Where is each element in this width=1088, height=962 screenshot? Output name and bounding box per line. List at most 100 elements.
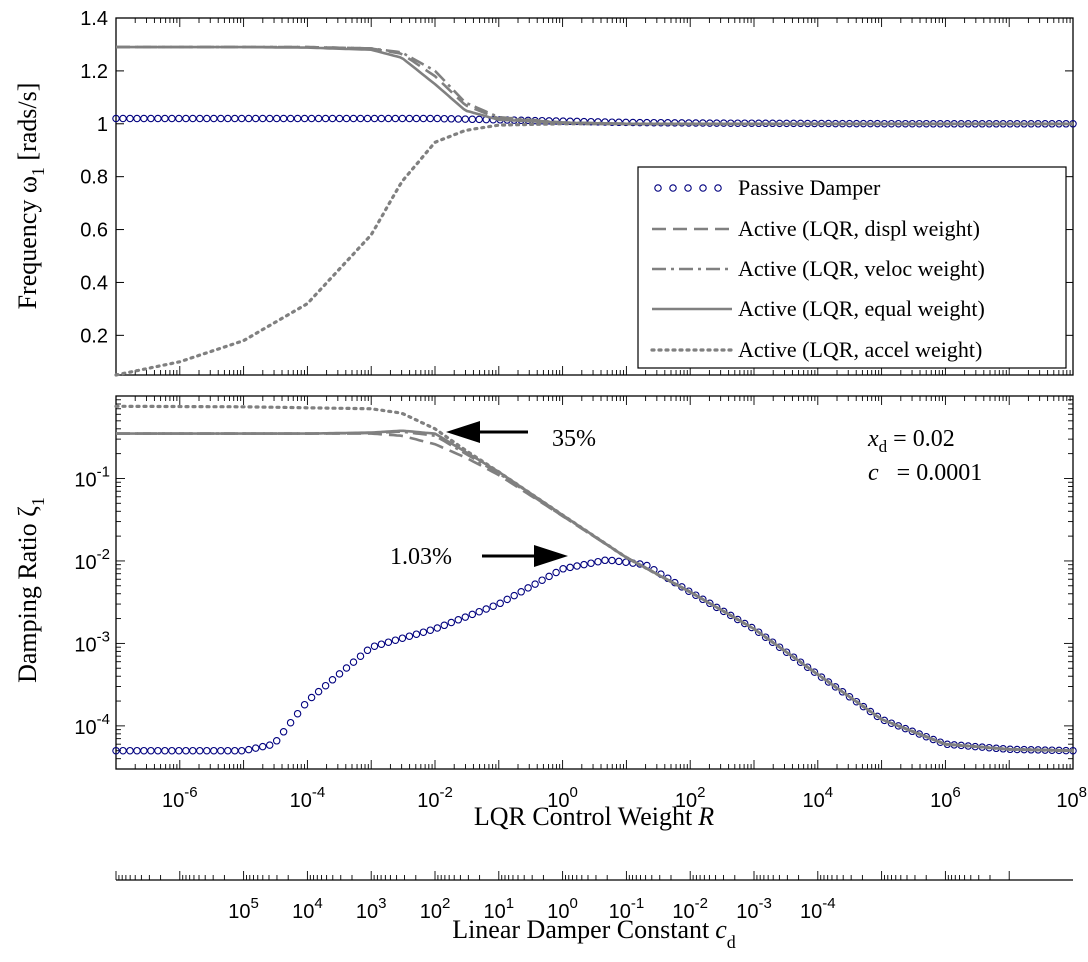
bottom-point [454,616,463,624]
top-point [279,114,288,123]
top-point [349,114,358,123]
secondary-tick-label: 105 [228,895,259,923]
top-point [210,114,218,123]
bottom-point [615,557,623,566]
bottom-point [231,746,239,755]
secondary-tick-label: 103 [356,895,387,923]
secondary-tick-label: 10-3 [736,895,772,923]
top-point [293,114,302,123]
bottom-ytick-label: 10-1 [74,463,110,491]
legend-sample-passive [654,184,662,192]
legend-box [637,166,1067,369]
bottom-point [789,653,798,661]
top-line-active-lqr-accel-weight [114,122,1075,377]
bottom-xlabel-var: R [697,802,714,831]
top-point [217,114,225,123]
bottom-point [168,746,176,755]
bottom-point [852,697,861,706]
bottom-point [475,607,483,616]
bottom-point [307,693,316,702]
secondary-tick-label: 10-4 [800,895,836,923]
top-ylabel: Frequency ω1 [rads/s] [13,83,48,310]
bottom-ylabel-sub: 1 [28,497,48,506]
bottom-point [468,610,477,619]
bottom-point [496,599,504,608]
bottom-point [845,693,854,701]
top-point [133,114,141,123]
bottom-point [622,558,630,566]
bottom-point [461,613,470,621]
top-line-active-lqr-veloc-weight [116,45,1073,126]
bottom-point [161,746,169,755]
top-point [140,114,148,123]
bottom-point [503,595,511,604]
bottom-point [217,746,225,755]
secondary-xlabel-text: Linear Damper Constant [452,915,710,944]
top-point [328,114,337,123]
bottom-xtick-label: 106 [930,784,961,812]
top-point [370,114,379,123]
bottom-ytick-label: 10-2 [74,546,110,574]
top-point [196,114,204,123]
top-ylabel-text: Frequency ω [13,176,42,309]
bottom-point [272,737,281,745]
bottom-point [587,559,595,567]
top-point [147,114,155,123]
bottom-point [237,746,246,755]
bottom-point [517,588,525,596]
top-point [265,114,274,123]
top-point [342,114,351,123]
bottom-point [761,633,770,641]
top-point [363,114,372,123]
bottom-series [112,404,1077,755]
bottom-point [203,746,211,755]
top-point [419,114,428,123]
top-ytick-label: 0.2 [80,325,108,347]
bottom-plot-frame [115,395,1074,770]
bottom-line-active-lqr-accel-weight [114,404,1075,753]
top-point [412,114,421,123]
bottom-point [335,670,344,678]
bottom-point [726,611,735,620]
bottom-point [559,565,567,573]
bottom-point [524,584,532,592]
top-point [251,114,260,123]
bottom-xtick-label: 10-4 [290,784,326,812]
top-point [475,115,483,124]
bottom-point [224,746,232,755]
top-point [454,115,463,123]
top-point [300,114,309,123]
annotation-35-label: 35% [552,426,596,452]
bottom-point [377,640,386,648]
bottom-xlabel: LQR Control Weight R [474,802,714,831]
bottom-point [538,576,546,584]
secondary-tick-label: 102 [420,895,451,923]
bottom-xtick-label: 104 [803,784,834,812]
top-ytick-label: 1.2 [80,61,108,83]
bottom-point [580,560,588,569]
legend-label-veloc: Active (LQR, veloc weight) [738,256,985,281]
bottom-point [782,648,791,656]
legend-label-accel: Active (LQR, accel weight) [738,337,982,362]
bottom-point [112,746,120,755]
bottom-point [196,746,204,755]
top-point [203,114,211,123]
bottom-point [119,746,127,755]
top-point [112,114,120,123]
bottom-ticks: 10-4 10-3 10-2 10-1 10-6 10-4 10-2 100 102 104 106… [74,395,1087,812]
bottom-panel: 10-4 10-3 10-2 10-1 10-6 10-4 10-2 100 102 104 106… [13,395,1087,831]
top-point [468,115,477,124]
top-point [168,114,176,123]
bottom-point [866,707,875,716]
secondary-tick-label: 101 [484,895,515,923]
bottom-point [573,562,581,570]
bottom-point [251,744,260,752]
bottom-point [531,580,539,588]
legend-label-equal: Active (LQR, equal weight) [738,296,985,321]
top-point [377,114,386,123]
param-xd-sub: d [879,437,888,456]
top-point [426,114,435,123]
top-ylabel-sub: 1 [28,167,48,176]
legend-sample-passive [669,184,677,192]
bottom-point [608,556,616,565]
